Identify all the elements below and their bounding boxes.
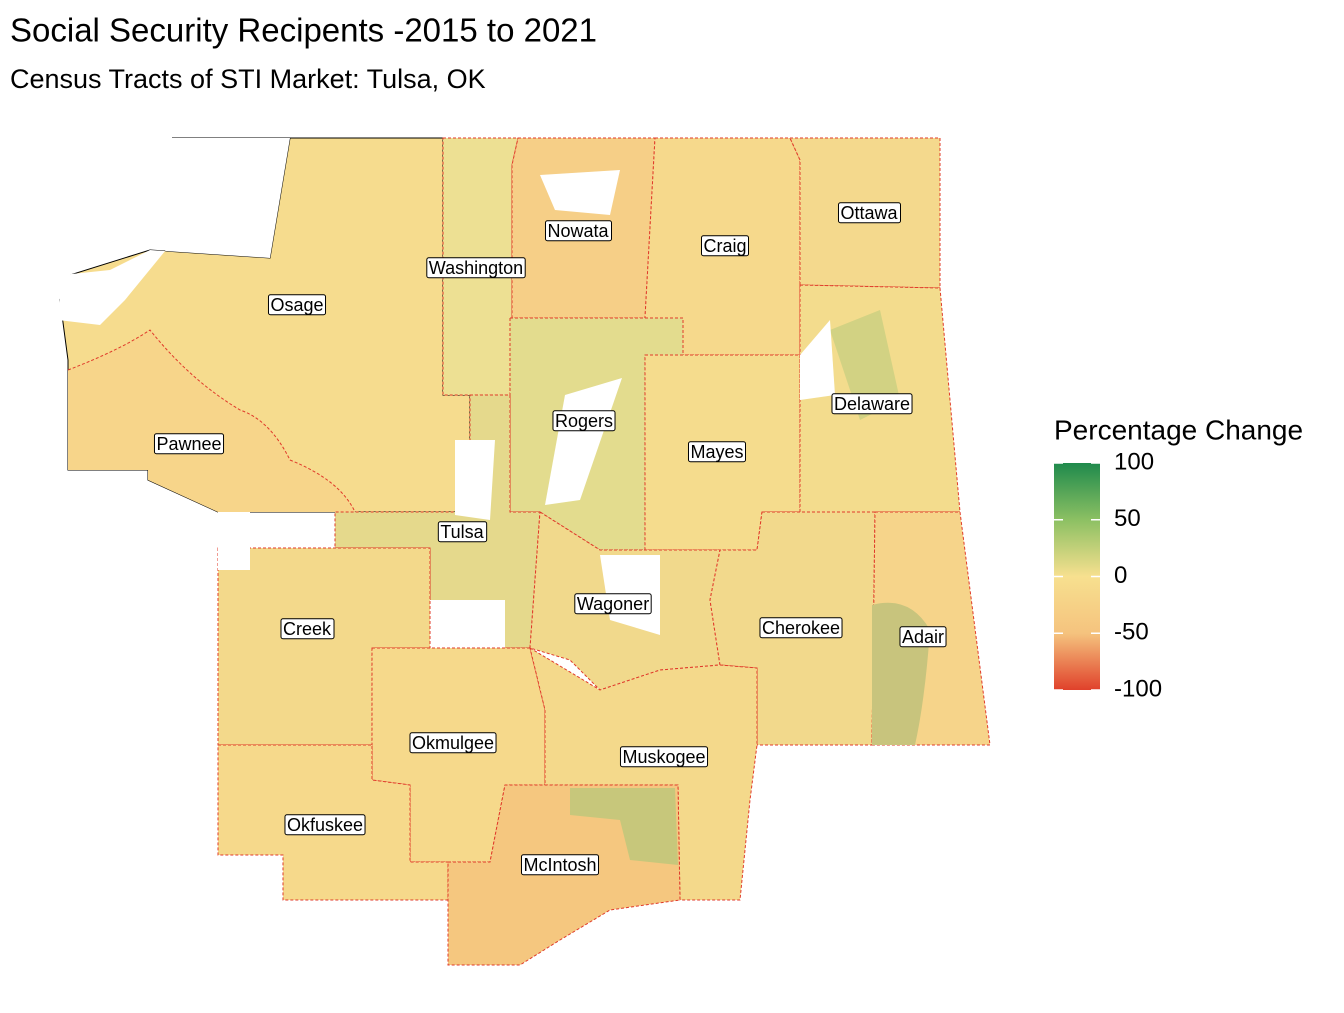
label-box: [700, 235, 750, 257]
label-box: [544, 220, 613, 242]
empty-area: [540, 170, 620, 215]
label-box: [837, 202, 901, 224]
label-box: [831, 393, 913, 415]
legend-tick-label: 100: [1114, 448, 1154, 475]
county-label: Cherokee: [759, 617, 843, 639]
label-box: [409, 732, 497, 754]
county-name: Rogers: [555, 411, 613, 431]
county-label: Pawnee: [153, 433, 225, 455]
label-box: [280, 618, 335, 640]
label-box: [437, 521, 488, 543]
label-box: [153, 433, 225, 455]
empty-area: [545, 378, 622, 505]
county-label: Craig: [700, 235, 750, 257]
empty-area: [58, 138, 290, 325]
empty-area: [345, 440, 505, 648]
county-name: Washington: [429, 258, 523, 278]
empty-area: [800, 320, 835, 400]
empty-area: [218, 512, 250, 570]
county-name: Osage: [270, 295, 323, 315]
county-label: Washington: [426, 257, 526, 279]
label-box: [426, 257, 526, 279]
county-label: Rogers: [552, 410, 616, 432]
county-label: McIntosh: [520, 854, 600, 876]
county-label: Tulsa: [437, 521, 488, 543]
county-name: Wagoner: [577, 594, 649, 614]
label-box: [899, 626, 947, 648]
county-name: Mayes: [690, 442, 743, 462]
county-label: Okfuskee: [284, 814, 366, 836]
county-pawnee: [68, 330, 355, 512]
label-box: [619, 746, 709, 768]
county-name: Ottawa: [840, 203, 898, 223]
green-area: [830, 310, 900, 420]
county-name: Delaware: [834, 394, 910, 414]
county-name: McIntosh: [523, 855, 596, 875]
label-box: [284, 814, 366, 836]
label-box: [267, 294, 327, 316]
legend-tick-label: 0: [1114, 562, 1127, 589]
county-name: Tulsa: [440, 522, 484, 542]
county-name: Craig: [703, 236, 746, 256]
county-name: Nowata: [547, 221, 609, 241]
county-name: Okmulgee: [412, 733, 494, 753]
county-label: Ottawa: [837, 202, 901, 224]
title: Social Security Recipents -2015 to 2021: [10, 12, 597, 49]
label-box: [552, 410, 616, 432]
county-label: Nowata: [544, 220, 613, 242]
county-label: Osage: [267, 294, 327, 316]
county-label: Mayes: [687, 441, 747, 463]
label-box: [687, 441, 747, 463]
county-name: Okfuskee: [287, 815, 363, 835]
label-box: [759, 617, 843, 639]
county-name: Creek: [283, 619, 332, 639]
legend-ticks: 100 50 0 -50 -100: [1054, 448, 1162, 702]
legend-tick-label: -50: [1114, 619, 1149, 646]
subtitle: Census Tracts of STI Market: Tulsa, OK: [10, 64, 486, 94]
county-label: Wagoner: [574, 593, 652, 615]
county-label: Creek: [280, 618, 335, 640]
county-name: Muskogee: [622, 747, 705, 767]
county-muskogee: [529, 646, 758, 901]
legend-title: Percentage Change: [1054, 414, 1303, 445]
county-name: Adair: [902, 627, 944, 647]
county-label: Adair: [899, 626, 947, 648]
green-area: [570, 788, 678, 865]
county-label: Muskogee: [619, 746, 709, 768]
county-label: Delaware: [831, 393, 913, 415]
legend-tick-label: 50: [1114, 505, 1141, 532]
county-name: Pawnee: [156, 434, 221, 454]
county-label: Okmulgee: [409, 732, 497, 754]
county-labels: Osage Washington Nowata Craig Ottawa Pawnee Ro…: [153, 202, 947, 876]
river-border: [67, 329, 356, 513]
label-box: [574, 593, 652, 615]
county-name: Cherokee: [762, 618, 840, 638]
label-box: [520, 854, 600, 876]
legend-tick-label: -100: [1114, 675, 1162, 702]
